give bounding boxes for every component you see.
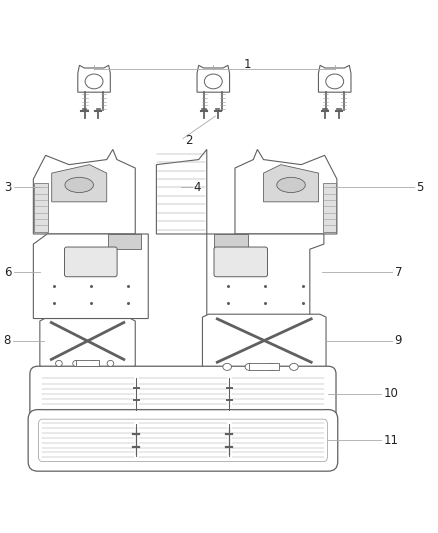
Ellipse shape bbox=[326, 74, 344, 89]
Polygon shape bbox=[34, 183, 48, 232]
Polygon shape bbox=[202, 314, 326, 373]
Ellipse shape bbox=[107, 360, 114, 366]
Text: 6: 6 bbox=[4, 265, 12, 279]
Ellipse shape bbox=[223, 364, 232, 370]
Ellipse shape bbox=[73, 360, 79, 366]
Ellipse shape bbox=[65, 177, 93, 192]
Text: 4: 4 bbox=[194, 181, 201, 194]
Polygon shape bbox=[108, 234, 141, 249]
FancyBboxPatch shape bbox=[28, 409, 338, 471]
Text: 1: 1 bbox=[244, 59, 251, 71]
Polygon shape bbox=[52, 165, 107, 202]
FancyBboxPatch shape bbox=[64, 247, 117, 277]
Ellipse shape bbox=[85, 74, 103, 89]
Polygon shape bbox=[207, 234, 324, 319]
Text: 10: 10 bbox=[383, 387, 398, 400]
Text: 9: 9 bbox=[395, 335, 402, 348]
Bar bbox=[76, 360, 99, 366]
Polygon shape bbox=[33, 234, 148, 319]
Polygon shape bbox=[156, 149, 207, 234]
Bar bbox=[249, 363, 279, 370]
Polygon shape bbox=[323, 183, 336, 232]
Ellipse shape bbox=[245, 364, 254, 370]
Polygon shape bbox=[40, 319, 135, 368]
Polygon shape bbox=[78, 66, 110, 92]
Polygon shape bbox=[33, 149, 135, 234]
Ellipse shape bbox=[56, 360, 62, 366]
Polygon shape bbox=[197, 66, 230, 92]
Polygon shape bbox=[235, 149, 337, 234]
Text: 3: 3 bbox=[4, 181, 12, 194]
Ellipse shape bbox=[290, 364, 298, 370]
Polygon shape bbox=[214, 234, 248, 249]
Polygon shape bbox=[264, 165, 318, 202]
Text: 7: 7 bbox=[395, 265, 402, 279]
Ellipse shape bbox=[205, 74, 222, 89]
Text: 11: 11 bbox=[383, 434, 398, 447]
FancyBboxPatch shape bbox=[30, 366, 336, 422]
Text: 2: 2 bbox=[185, 134, 193, 147]
Text: 5: 5 bbox=[416, 181, 424, 194]
Ellipse shape bbox=[90, 360, 97, 366]
FancyBboxPatch shape bbox=[214, 247, 268, 277]
Text: 8: 8 bbox=[3, 335, 11, 348]
Ellipse shape bbox=[277, 177, 305, 192]
Polygon shape bbox=[318, 66, 351, 92]
Ellipse shape bbox=[267, 364, 276, 370]
